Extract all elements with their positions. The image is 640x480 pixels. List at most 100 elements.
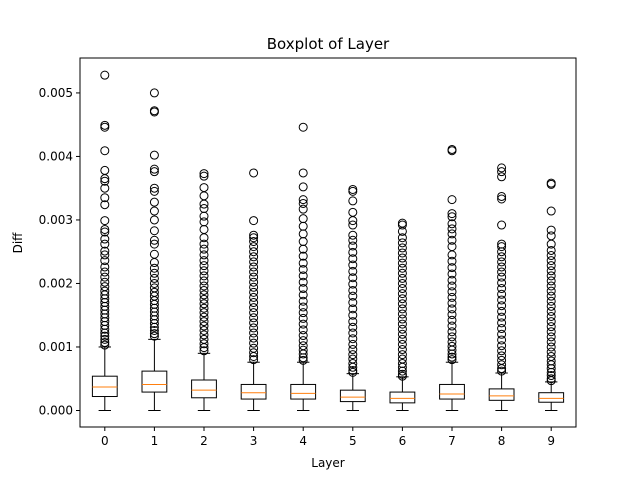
box-group-1 [141,88,168,411]
outlier-point [199,321,209,331]
outlier-point [199,183,209,193]
outlier-point [100,183,110,193]
chart-title: Boxplot of Layer [267,35,390,53]
outlier-point [298,258,308,268]
y-tick-label: 0.003 [39,213,73,227]
outlier-point [249,216,259,226]
outlier-point [447,332,457,342]
outlier-point [100,334,110,344]
outlier-point [298,355,308,365]
iqr-box [488,388,515,401]
outlier-point [100,262,110,272]
outlier-point [546,225,556,235]
outlier-point [348,196,358,206]
outlier-point [149,197,159,207]
outlier-point [497,172,507,182]
outlier-point [348,230,358,240]
outlier-point [348,285,358,295]
outlier-point [497,257,507,267]
outlier-point [199,303,209,313]
outlier-point [249,247,259,257]
outlier-point [397,339,407,349]
outlier-point [199,256,209,266]
outlier-point [149,167,159,177]
outlier-point [249,282,259,292]
x-tick-label: 0 [101,434,109,448]
outlier-point [149,239,159,249]
outlier-point [447,321,457,331]
outlier-point [249,168,259,178]
outlier-point [497,289,507,299]
outlier-point [100,122,110,132]
y-axis: 0.000 0.001 0.002 0.003 0.004 0.005 [39,86,80,417]
outlier-point [397,350,407,360]
outlier-point [199,217,209,227]
outlier-point [249,237,259,247]
y-tick-label: 0.001 [39,340,73,354]
outlier-point [100,193,110,203]
outlier-point [298,244,308,254]
outlier-point [249,355,259,365]
outlier-point [298,302,308,312]
iqr-box [290,383,317,400]
outlier-point [447,256,457,266]
outlier-point [149,249,159,259]
outlier-point [348,358,358,368]
outlier-point [298,214,308,224]
outlier-point [497,167,507,177]
outlier-point [249,318,259,328]
outlier-point [100,338,110,348]
outlier-point [298,325,308,335]
outlier-point [447,310,457,320]
outlier-point [298,168,308,178]
outlier-point [397,268,407,278]
outlier-point [149,186,159,196]
outlier-point [497,360,507,370]
outlier-point [298,237,308,247]
x-tick-label: 8 [498,434,506,448]
outlier-point [447,281,457,291]
outlier-point [298,271,308,281]
outlier-point [447,146,457,156]
y-axis-label: Diff [11,232,25,254]
outlier-point [100,246,110,256]
outlier-point [447,219,457,229]
outlier-point [348,362,358,372]
outlier-point [546,286,556,296]
outlier-point [497,301,507,311]
outlier-point [497,351,507,361]
outlier-point [348,220,358,230]
outlier-point [249,262,259,272]
outlier-point [397,226,407,236]
iqr-box [339,389,366,403]
box-group-8 [488,163,515,411]
outlier-point [100,174,110,184]
outlier-point [100,267,110,277]
outlier-point [249,323,259,333]
outlier-point [199,290,209,300]
outlier-point [199,308,209,318]
outlier-point [397,243,407,253]
outlier-point [497,329,507,339]
outlier-point [298,349,308,359]
outlier-point [397,258,407,268]
outlier-point [199,330,209,340]
iqr-box [389,391,416,404]
outlier-point [249,277,259,287]
outlier-point [447,195,457,205]
y-tick-label: 0.005 [39,86,73,100]
outlier-point [497,335,507,345]
outlier-point [149,322,159,332]
outlier-point [149,258,159,268]
outlier-point [249,272,259,282]
outlier-point [298,319,308,329]
iqr-box [439,383,465,400]
outlier-point [298,296,308,306]
outlier-point [100,165,110,175]
outlier-point [249,348,259,358]
outlier-point [497,242,507,252]
outlier-point [348,216,358,226]
outlier-point [546,371,556,381]
outlier-point [447,212,457,222]
outlier-point [497,247,507,257]
